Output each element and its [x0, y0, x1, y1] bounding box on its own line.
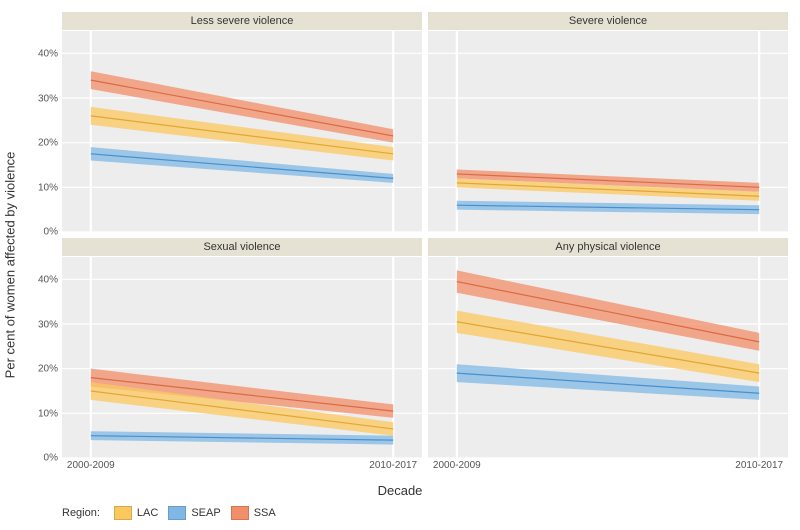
legend-swatch-icon — [168, 506, 186, 520]
y-tick-label: 40% — [38, 49, 58, 60]
facet-plot — [428, 257, 788, 458]
facet-plot — [62, 257, 422, 458]
y-tick-label: 20% — [38, 364, 58, 375]
legend-swatch-icon — [114, 506, 132, 520]
legend-swatch-icon — [231, 506, 249, 520]
line-seap — [91, 154, 393, 179]
x-tick-label: 2010-2017 — [369, 460, 417, 471]
facet-panel: Any physical violence — [428, 238, 788, 458]
facet-panel: Sexual violence — [62, 238, 422, 458]
legend: Region: LAC SEAP SSA — [62, 506, 276, 520]
y-axis-ticks: 0%10%20%30%40% 0%10%20%30%40% — [30, 12, 60, 458]
y-tick-label: 40% — [38, 275, 58, 286]
legend-label: SEAP — [191, 507, 220, 519]
y-tick-group-top: 0%10%20%30%40% — [30, 12, 60, 232]
y-tick-label: 30% — [38, 93, 58, 104]
x-tick-group: 2000-2009 2010-2017 — [62, 460, 422, 474]
chart-container: Per cent of women affected by violence 0… — [8, 8, 792, 522]
y-tick-label: 20% — [38, 138, 58, 149]
facet-panel: Less severe violence — [62, 12, 422, 232]
y-tick-group-bottom: 0%10%20%30%40% — [30, 238, 60, 458]
facet-title: Less severe violence — [62, 12, 422, 31]
legend-label: SSA — [254, 507, 276, 519]
facet-grid: Less severe violence Severe violence Sex… — [62, 12, 788, 458]
facet-title: Sexual violence — [62, 238, 422, 257]
legend-item: LAC — [114, 506, 158, 520]
facet-title: Severe violence — [428, 12, 788, 31]
legend-item: SEAP — [168, 506, 220, 520]
facet-plot — [428, 31, 788, 232]
y-tick-label: 30% — [38, 319, 58, 330]
x-tick-group: 2000-2009 2010-2017 — [428, 460, 788, 474]
facet-panel: Severe violence — [428, 12, 788, 232]
x-tick-label: 2000-2009 — [67, 460, 115, 471]
y-tick-label: 0% — [44, 227, 58, 238]
legend-title: Region: — [62, 507, 100, 519]
y-tick-label: 0% — [44, 453, 58, 464]
y-tick-label: 10% — [38, 182, 58, 193]
x-axis-title: Decade — [378, 483, 423, 498]
legend-item: SSA — [231, 506, 276, 520]
y-axis-title: Per cent of women affected by violence — [3, 152, 18, 379]
x-tick-label: 2000-2009 — [433, 460, 481, 471]
y-tick-label: 10% — [38, 408, 58, 419]
x-axis-ticks: 2000-2009 2010-2017 2000-2009 2010-2017 — [62, 460, 788, 474]
legend-label: LAC — [137, 507, 158, 519]
facet-plot — [62, 31, 422, 232]
facet-title: Any physical violence — [428, 238, 788, 257]
x-tick-label: 2010-2017 — [735, 460, 783, 471]
